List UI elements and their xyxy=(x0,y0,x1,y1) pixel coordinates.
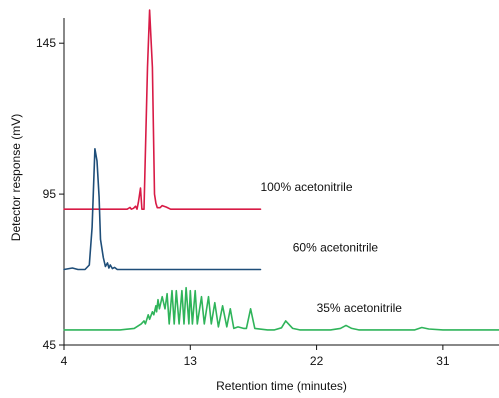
x-tick-label: 13 xyxy=(184,354,198,368)
x-tick-label: 31 xyxy=(436,354,450,368)
y-tick-label: 45 xyxy=(43,338,57,352)
annotations-group: 100% acetonitrile 60% acetonitrile 35% ace… xyxy=(260,180,402,315)
y-axis-title: Detector response (mV) xyxy=(9,114,23,241)
axes: 45 95 145 4 13 22 31 xyxy=(36,18,499,368)
series-group xyxy=(63,9,499,331)
series-line-1 xyxy=(63,9,262,210)
series-label-1: 100% acetonitrile xyxy=(260,180,352,194)
x-tick-label: 4 xyxy=(61,354,68,368)
x-axis-title: Retention time (minutes) xyxy=(216,379,347,393)
series-line-2 xyxy=(63,148,262,271)
y-tick-label: 145 xyxy=(36,36,56,50)
y-tick-label: 95 xyxy=(43,187,57,201)
x-tick-label: 22 xyxy=(310,354,324,368)
series-line-3 xyxy=(63,286,499,331)
y-ticks: 45 95 145 xyxy=(36,36,64,352)
series-label-3: 35% acetonitrile xyxy=(317,301,403,315)
series-label-2: 60% acetonitrile xyxy=(293,240,379,254)
x-ticks: 4 13 22 31 xyxy=(61,345,450,368)
